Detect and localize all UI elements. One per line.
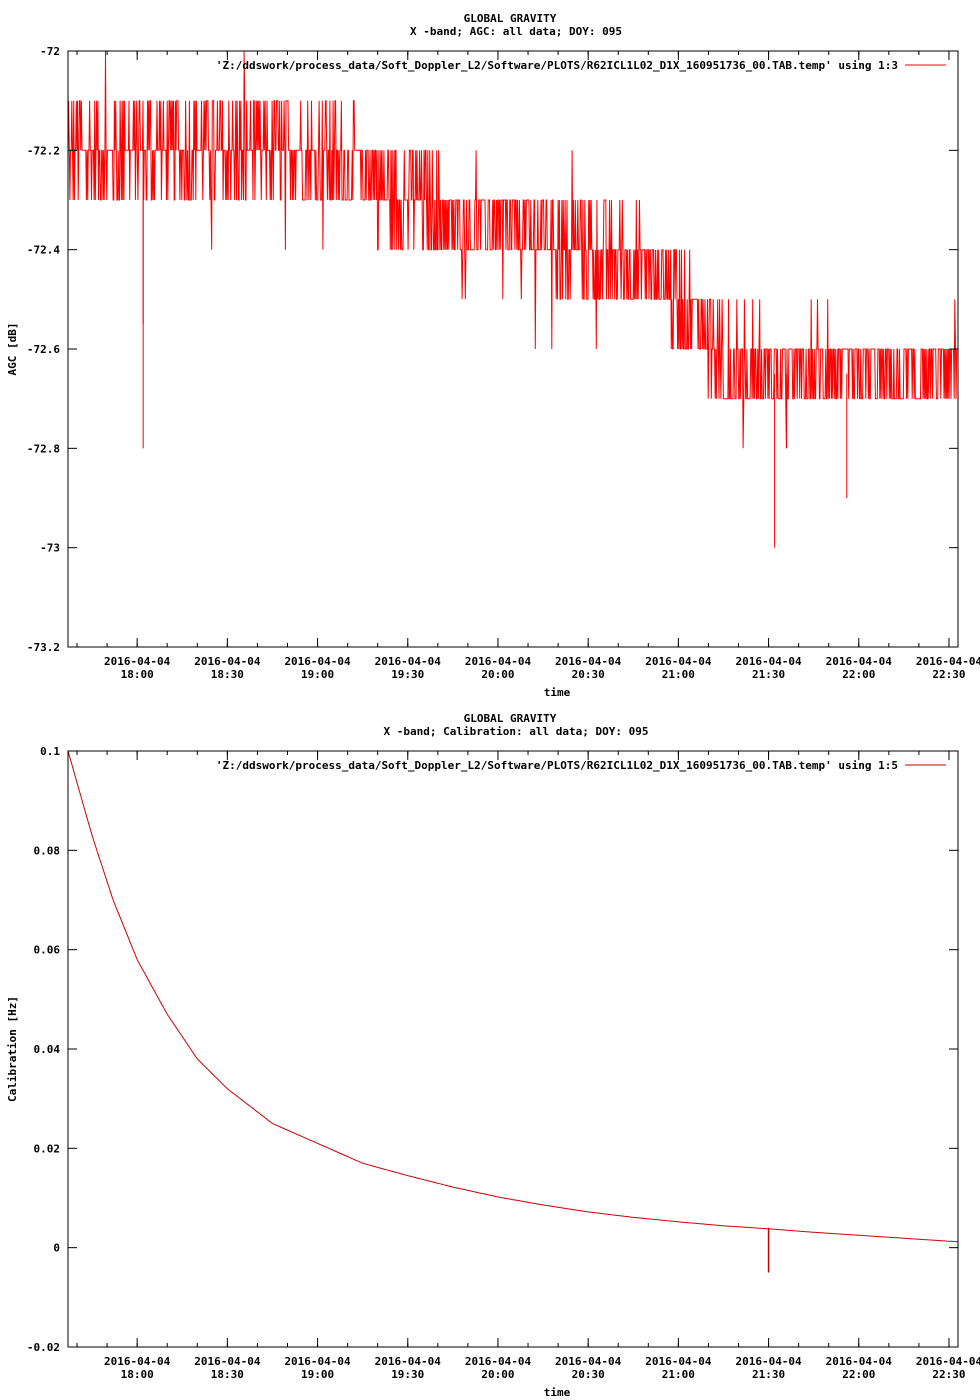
x-tick-date: 2016-04-04 bbox=[284, 655, 351, 668]
x-tick-time: 21:00 bbox=[662, 1368, 695, 1381]
x-tick-time: 18:30 bbox=[211, 668, 244, 681]
x-tick-date: 2016-04-04 bbox=[104, 1355, 171, 1368]
plot-area bbox=[67, 50, 958, 548]
y-tick-label: 0.06 bbox=[34, 944, 61, 957]
chart-title: GLOBAL GRAVITY bbox=[464, 712, 557, 725]
x-tick-time: 22:00 bbox=[842, 1368, 875, 1381]
legend-label: 'Z:/ddswork/process_data/Soft_Doppler_L2… bbox=[216, 59, 898, 72]
x-tick-date: 2016-04-04 bbox=[284, 1355, 351, 1368]
x-axis-ticks: 2016-04-0418:002016-04-0418:302016-04-04… bbox=[76, 51, 980, 681]
x-tick-date: 2016-04-04 bbox=[465, 655, 532, 668]
x-axis-label: time bbox=[544, 686, 571, 699]
x-tick-time: 18:30 bbox=[211, 1368, 244, 1381]
y-tick-label: 0.08 bbox=[34, 844, 61, 857]
y-tick-label: 0.1 bbox=[40, 745, 60, 758]
plot-frame bbox=[67, 750, 959, 1348]
x-tick-time: 21:00 bbox=[662, 668, 695, 681]
x-tick-date: 2016-04-04 bbox=[555, 1355, 622, 1368]
y-tick-label: -0.02 bbox=[27, 1341, 60, 1354]
x-tick-time: 19:30 bbox=[391, 668, 424, 681]
x-tick-time: 20:30 bbox=[572, 668, 605, 681]
x-tick-time: 19:00 bbox=[301, 1368, 334, 1381]
y-tick-label: -73.2 bbox=[27, 641, 60, 654]
legend-label: 'Z:/ddswork/process_data/Soft_Doppler_L2… bbox=[216, 759, 898, 772]
chart-title: GLOBAL GRAVITY bbox=[464, 12, 557, 25]
y-tick-label: -72.2 bbox=[27, 144, 60, 157]
x-tick-time: 19:30 bbox=[391, 1368, 424, 1381]
chart-subtitle: X -band; AGC: all data; DOY: 095 bbox=[410, 25, 622, 38]
x-axis-ticks: 2016-04-0418:002016-04-0418:302016-04-04… bbox=[76, 751, 980, 1381]
x-tick-time: 20:30 bbox=[572, 1368, 605, 1381]
x-tick-date: 2016-04-04 bbox=[194, 655, 261, 668]
agc-chart: GLOBAL GRAVITY X -band; AGC: all data; D… bbox=[6, 12, 980, 699]
x-tick-time: 22:30 bbox=[932, 1368, 965, 1381]
x-tick-date: 2016-04-04 bbox=[645, 655, 712, 668]
chart-subtitle: X -band; Calibration: all data; DOY: 095 bbox=[384, 725, 649, 738]
y-tick-label: -72.8 bbox=[27, 442, 60, 455]
y-axis-ticks: -72 -72.2 -72.4 -72.6 -72.8 -73 -73.2 bbox=[27, 45, 958, 654]
y-tick-label: -72 bbox=[40, 45, 60, 58]
calibration-series-line bbox=[67, 750, 959, 1243]
y-tick-label: 0.02 bbox=[34, 1142, 61, 1155]
x-tick-date: 2016-04-04 bbox=[375, 1355, 442, 1368]
x-tick-date: 2016-04-04 bbox=[104, 655, 171, 668]
x-tick-date: 2016-04-04 bbox=[826, 1355, 893, 1368]
calibration-chart: GLOBAL GRAVITY X -band; Calibration: all… bbox=[6, 712, 980, 1399]
x-tick-date: 2016-04-04 bbox=[465, 1355, 532, 1368]
y-tick-label: -73 bbox=[40, 542, 60, 555]
agc-series-line bbox=[67, 50, 958, 449]
x-tick-date: 2016-04-04 bbox=[375, 655, 442, 668]
y-axis-label: Calibration [Hz] bbox=[6, 996, 19, 1102]
x-tick-date: 2016-04-04 bbox=[735, 1355, 802, 1368]
x-tick-time: 18:00 bbox=[121, 1368, 154, 1381]
x-tick-time: 21:30 bbox=[752, 668, 785, 681]
y-tick-label: 0 bbox=[53, 1242, 60, 1255]
x-tick-time: 18:00 bbox=[121, 668, 154, 681]
y-axis-label: AGC [dB] bbox=[6, 323, 19, 376]
x-tick-time: 20:00 bbox=[481, 1368, 514, 1381]
x-tick-date: 2016-04-04 bbox=[194, 1355, 261, 1368]
y-tick-label: 0.04 bbox=[34, 1043, 61, 1056]
x-tick-time: 21:30 bbox=[752, 1368, 785, 1381]
x-tick-time: 22:30 bbox=[932, 668, 965, 681]
x-tick-date: 2016-04-04 bbox=[735, 655, 802, 668]
y-tick-label: -72.4 bbox=[27, 244, 60, 257]
x-tick-date: 2016-04-04 bbox=[645, 1355, 712, 1368]
x-tick-time: 19:00 bbox=[301, 668, 334, 681]
x-tick-time: 20:00 bbox=[481, 668, 514, 681]
x-tick-date: 2016-04-04 bbox=[916, 655, 980, 668]
x-tick-time: 22:00 bbox=[842, 668, 875, 681]
x-tick-date: 2016-04-04 bbox=[916, 1355, 980, 1368]
y-tick-label: -72.6 bbox=[27, 343, 60, 356]
x-tick-date: 2016-04-04 bbox=[555, 655, 622, 668]
x-tick-date: 2016-04-04 bbox=[826, 655, 893, 668]
plot-area bbox=[67, 750, 959, 1273]
y-axis-ticks: 0.1 0.08 0.06 0.04 0.02 0 -0.02 bbox=[27, 745, 958, 1354]
x-axis-label: time bbox=[544, 1386, 571, 1399]
